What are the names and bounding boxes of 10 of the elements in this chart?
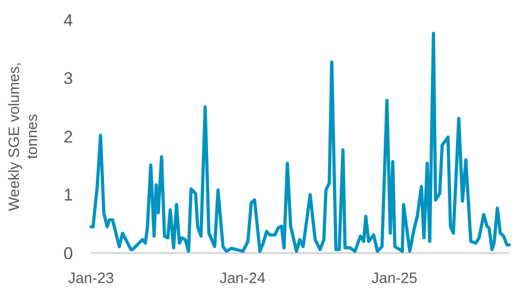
- x-tick-label: Jan-23: [68, 270, 114, 287]
- y-axis-title: Weekly SGE volumes, tonnes: [6, 62, 41, 211]
- y-tick-label: 1: [64, 186, 73, 205]
- line-series: [89, 32, 511, 253]
- y-tick-label: 3: [64, 69, 73, 88]
- x-tick-label: Jan-25: [371, 270, 418, 287]
- y-tick-label: 0: [64, 244, 73, 263]
- y-tick-label: 4: [64, 10, 73, 30]
- y-tick-label: 2: [64, 127, 73, 146]
- x-tick-label: Jan-24: [220, 270, 266, 287]
